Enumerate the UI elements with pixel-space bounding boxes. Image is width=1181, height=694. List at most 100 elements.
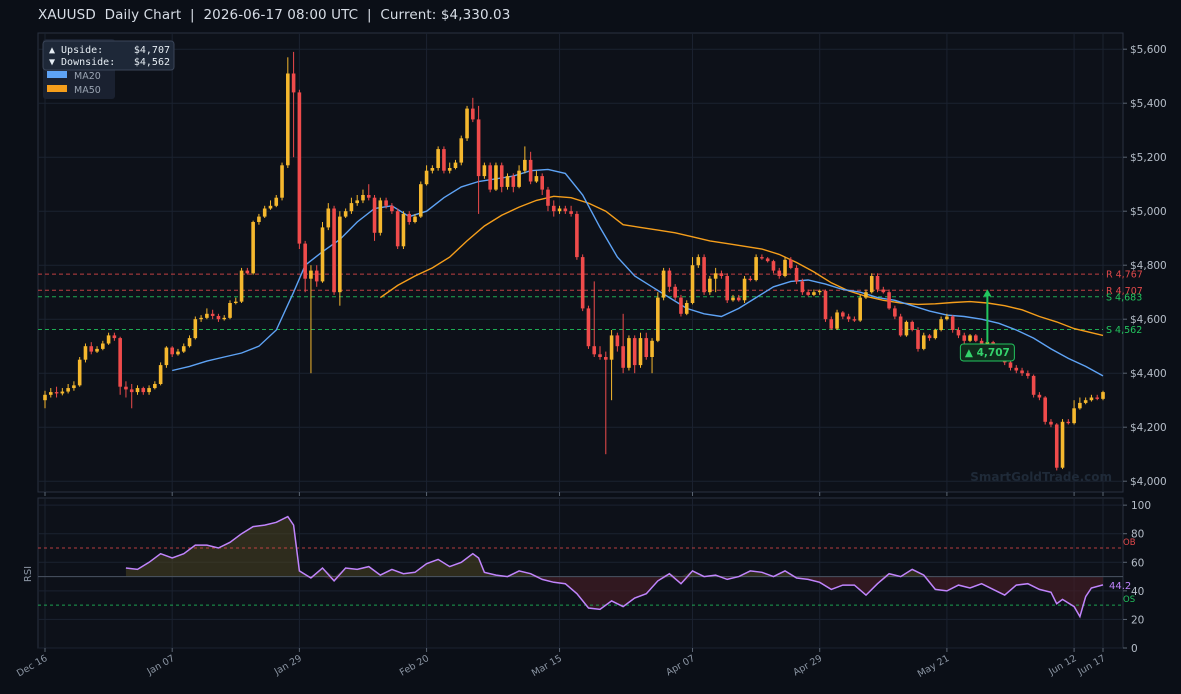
candle — [1072, 400, 1076, 425]
candle-body — [459, 138, 464, 163]
candle-body — [580, 257, 585, 309]
candle — [407, 211, 412, 225]
candle-body — [910, 321, 915, 330]
x-tick-label: Apr 07 — [664, 653, 697, 678]
candle-body — [679, 297, 683, 314]
candle — [465, 105, 469, 141]
x-tick-label: Jun 12 — [1046, 653, 1078, 678]
candle — [760, 254, 764, 260]
candle-body — [95, 348, 99, 352]
candle-body — [1095, 397, 1100, 399]
candle-body — [141, 388, 146, 393]
candle-body — [1026, 373, 1030, 376]
candle-body — [736, 297, 741, 301]
candle-body — [1089, 397, 1094, 401]
candle — [395, 208, 400, 249]
candle — [806, 289, 810, 297]
price-axis: $4,000 $4,200 $4,400 $4,600 $4,800 $5,000 $5,2… — [1123, 44, 1167, 488]
rsi-axis-label: RSI — [23, 566, 34, 582]
candle-body — [916, 330, 920, 349]
candle — [910, 320, 915, 332]
candle-body — [1083, 400, 1088, 403]
candle-body — [482, 165, 487, 177]
candle — [812, 289, 816, 297]
candle-body — [43, 394, 47, 401]
candle-body — [349, 203, 354, 212]
candle — [736, 294, 741, 302]
candle — [320, 222, 325, 283]
candle-body — [291, 73, 296, 93]
candle-body — [1031, 375, 1036, 395]
upside-value: $4,707 — [134, 45, 170, 56]
candle-body — [193, 319, 198, 339]
candle — [1037, 392, 1042, 401]
candle-body — [222, 317, 227, 320]
price-tick-label: $4,000 — [1130, 476, 1167, 488]
rsi-overbought-label: OB — [1123, 538, 1136, 548]
candle — [974, 334, 978, 343]
candle-body — [575, 213, 579, 258]
price-tick-label: $4,200 — [1130, 422, 1167, 434]
candle — [453, 159, 458, 170]
candle-body — [794, 267, 799, 282]
candle-body — [956, 330, 961, 336]
candle-body — [1014, 367, 1019, 371]
candle-body — [789, 259, 793, 268]
candle — [193, 316, 198, 340]
candle — [702, 254, 706, 295]
candle-body — [1008, 362, 1013, 368]
candle — [101, 340, 105, 351]
candle-body — [1072, 408, 1076, 424]
candle — [505, 173, 510, 190]
price-tick-label: $5,000 — [1130, 206, 1167, 218]
candle — [580, 254, 585, 312]
candle-body — [846, 316, 851, 320]
candle — [517, 165, 521, 189]
candle — [1054, 423, 1059, 471]
candle — [135, 385, 140, 395]
candle-body — [1043, 397, 1047, 422]
candle — [1020, 367, 1024, 376]
candle — [413, 213, 417, 224]
candle-body — [962, 335, 967, 341]
candle — [835, 309, 839, 330]
candle — [968, 334, 972, 343]
candle-body — [881, 289, 886, 293]
price-panel — [37, 32, 1124, 493]
candle — [210, 309, 215, 320]
candle-body — [835, 312, 839, 329]
candle-body — [592, 346, 597, 355]
candle-body — [933, 330, 938, 339]
level-label: S 4,562 — [1106, 325, 1142, 336]
candle-body — [314, 270, 319, 282]
price-tick-label: $4,400 — [1130, 368, 1167, 380]
x-tick-label: Dec 16 — [15, 653, 50, 679]
candle — [927, 334, 932, 341]
candle — [129, 384, 134, 409]
candle — [228, 300, 232, 320]
candle — [684, 300, 689, 316]
candle — [488, 162, 492, 193]
legend-swatch-ma20 — [47, 71, 67, 78]
candle-body — [858, 297, 862, 321]
candle — [361, 189, 365, 204]
candle-body — [731, 297, 735, 301]
candle — [1078, 397, 1082, 410]
candle-body — [268, 205, 273, 209]
candle-body — [471, 108, 475, 120]
candle — [551, 200, 556, 217]
candle-body — [748, 278, 753, 281]
candle-body — [505, 176, 510, 187]
candle — [471, 97, 475, 123]
candle — [881, 286, 886, 294]
candle-body — [921, 335, 926, 349]
candle-body — [632, 338, 637, 366]
candle-body — [187, 338, 192, 347]
candle — [644, 332, 649, 360]
candle — [1008, 359, 1013, 371]
candle — [765, 257, 770, 263]
candle-body — [338, 216, 342, 293]
candle — [696, 254, 701, 268]
candle-body — [684, 303, 689, 314]
candle-body — [199, 317, 203, 320]
